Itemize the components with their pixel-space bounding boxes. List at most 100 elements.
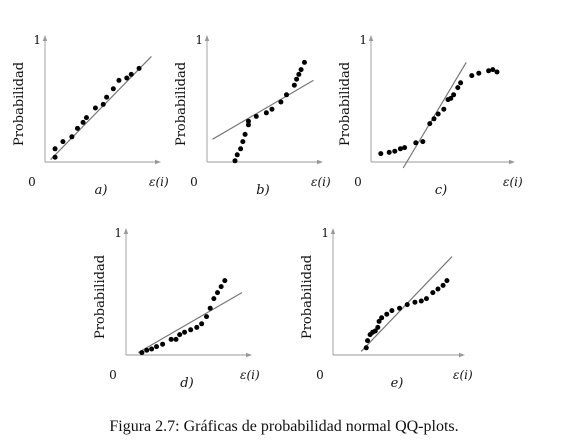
data-point bbox=[494, 69, 500, 75]
data-point bbox=[124, 75, 130, 81]
figure-caption: Figura 2.7: Gráficas de probabilidad nor… bbox=[109, 418, 459, 435]
data-point bbox=[116, 77, 122, 83]
y-axis-arrow-icon bbox=[42, 35, 48, 41]
data-point bbox=[92, 105, 98, 111]
y-axis-label: Probabilidad bbox=[174, 62, 189, 146]
y-tick-label: 1 bbox=[33, 33, 41, 47]
data-point bbox=[194, 324, 200, 330]
data-point bbox=[476, 70, 482, 76]
data-point bbox=[83, 115, 89, 121]
data-point bbox=[188, 327, 194, 333]
data-point bbox=[490, 67, 496, 73]
y-axis-arrow-icon bbox=[330, 228, 336, 234]
data-point bbox=[392, 148, 398, 154]
data-point bbox=[296, 71, 302, 77]
y-tick-label: 1 bbox=[114, 226, 122, 240]
data-point bbox=[177, 332, 183, 338]
data-point bbox=[486, 68, 492, 74]
data-point bbox=[211, 296, 217, 302]
data-point bbox=[110, 86, 116, 92]
data-point bbox=[238, 146, 244, 152]
data-point bbox=[215, 290, 220, 296]
x-axis-label: ε(i) bbox=[311, 175, 331, 189]
data-point bbox=[173, 336, 179, 342]
x-axis-arrow-icon bbox=[509, 159, 515, 165]
data-point bbox=[60, 139, 66, 145]
data-point bbox=[245, 118, 251, 124]
reference-line bbox=[212, 79, 314, 140]
data-point bbox=[376, 318, 382, 324]
data-point bbox=[444, 278, 450, 284]
data-point bbox=[168, 336, 174, 342]
data-point bbox=[435, 286, 441, 292]
data-point bbox=[412, 299, 418, 305]
data-point bbox=[435, 111, 441, 117]
data-point bbox=[149, 346, 155, 352]
y-tick-label: 1 bbox=[321, 226, 329, 240]
data-point bbox=[427, 121, 433, 127]
data-point bbox=[455, 85, 461, 91]
data-point bbox=[136, 65, 142, 71]
y-axis-arrow-icon bbox=[204, 35, 210, 41]
data-point bbox=[458, 80, 464, 86]
data-point bbox=[441, 106, 447, 112]
data-point bbox=[298, 67, 304, 73]
data-point bbox=[404, 302, 410, 308]
x-axis-arrow-icon bbox=[459, 352, 465, 358]
qq-panel-a: 1 0 Probabilidad ε(i) a) bbox=[12, 33, 169, 198]
data-point bbox=[413, 140, 419, 146]
origin-label: 0 bbox=[354, 175, 362, 189]
x-axis-label: ε(i) bbox=[453, 368, 473, 382]
data-point bbox=[372, 328, 378, 334]
data-point bbox=[440, 282, 446, 288]
data-point bbox=[253, 113, 259, 119]
x-axis-label: ε(i) bbox=[240, 368, 260, 382]
qq-panel-b: 1 0 Probabilidad ε(i) b) bbox=[174, 33, 331, 198]
data-point bbox=[291, 82, 297, 88]
y-axis-label: Probabilidad bbox=[12, 62, 27, 146]
panel-label: a) bbox=[95, 183, 108, 198]
y-axis-label: Probabilidad bbox=[300, 255, 315, 339]
data-point bbox=[222, 278, 228, 284]
y-tick-label: 1 bbox=[359, 33, 367, 47]
y-axis-label: Probabilidad bbox=[338, 62, 353, 146]
data-point bbox=[100, 101, 106, 107]
data-point bbox=[418, 298, 424, 304]
y-axis-label: Probabilidad bbox=[93, 255, 108, 339]
data-point bbox=[397, 305, 403, 311]
y-axis-arrow-icon bbox=[368, 35, 374, 41]
x-axis-arrow-icon bbox=[246, 352, 252, 358]
panel-label: d) bbox=[180, 376, 193, 391]
data-point bbox=[182, 329, 188, 335]
data-point bbox=[423, 296, 429, 302]
data-point bbox=[232, 158, 238, 164]
x-axis-arrow-icon bbox=[155, 159, 161, 165]
data-point bbox=[402, 145, 408, 151]
panel-label: c) bbox=[435, 183, 447, 198]
data-point bbox=[469, 73, 475, 79]
data-point bbox=[365, 338, 371, 344]
data-point bbox=[386, 149, 392, 155]
data-point bbox=[269, 106, 275, 112]
reference-line bbox=[50, 55, 152, 161]
x-axis-label: ε(i) bbox=[149, 175, 169, 189]
data-point bbox=[144, 347, 150, 353]
data-point bbox=[69, 134, 75, 140]
data-point bbox=[384, 311, 390, 317]
data-point bbox=[104, 94, 110, 100]
data-point bbox=[420, 139, 426, 145]
data-point bbox=[242, 131, 248, 137]
data-point bbox=[204, 314, 210, 320]
qq-panel-d: 1 0 Probabilidad ε(i) d) bbox=[93, 226, 260, 391]
data-point bbox=[207, 305, 213, 311]
data-point bbox=[363, 345, 369, 351]
panel-label: b) bbox=[256, 183, 269, 198]
data-point bbox=[139, 350, 145, 356]
data-point bbox=[379, 315, 385, 321]
qq-panel-c: 1 0 Probabilidad ε(i) c) bbox=[338, 33, 523, 198]
data-point bbox=[375, 324, 381, 330]
data-point bbox=[160, 341, 166, 347]
data-point bbox=[301, 59, 307, 65]
data-point bbox=[245, 122, 251, 128]
